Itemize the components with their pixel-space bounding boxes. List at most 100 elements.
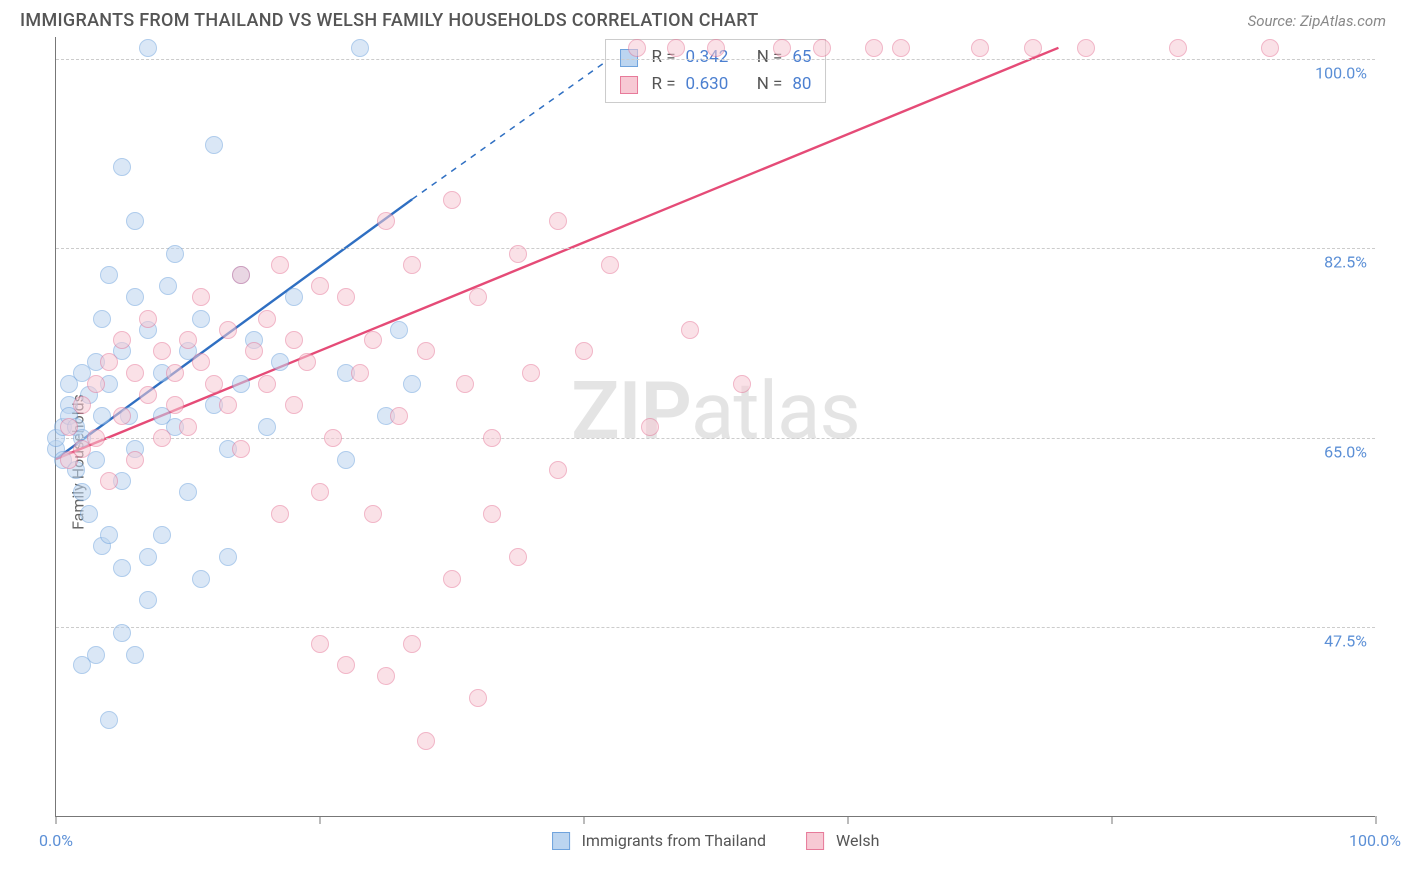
legend-item: Immigrants from Thailand	[552, 831, 766, 850]
scatter-point-thailand	[166, 245, 184, 263]
scatter-point-thailand	[100, 266, 118, 284]
scatter-point-welsh	[192, 288, 210, 306]
scatter-point-welsh	[733, 375, 751, 393]
scatter-point-welsh	[403, 635, 421, 653]
scatter-point-welsh	[892, 39, 910, 57]
scatter-point-welsh	[113, 407, 131, 425]
gridline	[56, 438, 1375, 439]
scatter-point-welsh	[271, 256, 289, 274]
scatter-point-welsh	[166, 396, 184, 414]
scatter-point-welsh	[417, 342, 435, 360]
scatter-point-welsh	[971, 39, 989, 57]
scatter-point-welsh	[219, 396, 237, 414]
scatter-point-thailand	[113, 158, 131, 176]
scatter-point-welsh	[509, 245, 527, 263]
y-tick-label: 47.5%	[1324, 632, 1367, 651]
scatter-point-welsh	[232, 266, 250, 284]
scatter-point-welsh	[258, 375, 276, 393]
swatch-welsh	[620, 76, 638, 94]
trend-lines	[56, 37, 1375, 816]
watermark-bold: ZIP	[571, 364, 691, 458]
x-tick	[320, 816, 321, 824]
scatter-point-welsh	[377, 212, 395, 230]
scatter-point-thailand	[87, 646, 105, 664]
scatter-point-welsh	[1261, 39, 1279, 57]
scatter-point-welsh	[179, 418, 197, 436]
scatter-point-welsh	[364, 331, 382, 349]
stats-row-welsh: R = 0.630 N = 80	[620, 71, 812, 98]
scatter-point-welsh	[179, 331, 197, 349]
scatter-point-welsh	[1169, 39, 1187, 57]
scatter-point-welsh	[73, 396, 91, 414]
scatter-point-welsh	[1024, 39, 1042, 57]
chart-title: IMMIGRANTS FROM THAILAND VS WELSH FAMILY…	[20, 10, 759, 31]
scatter-point-thailand	[100, 526, 118, 544]
scatter-point-thailand	[126, 288, 144, 306]
scatter-point-welsh	[417, 732, 435, 750]
scatter-point-welsh	[100, 353, 118, 371]
scatter-point-welsh	[601, 256, 619, 274]
scatter-point-welsh	[681, 321, 699, 339]
gridline	[56, 248, 1375, 249]
scatter-point-welsh	[813, 39, 831, 57]
x-tick	[848, 816, 849, 824]
source-label: Source: ZipAtlas.com	[1248, 12, 1386, 30]
trendline-dashed-thailand	[412, 59, 610, 200]
scatter-point-welsh	[351, 364, 369, 382]
x-tick	[1112, 816, 1113, 824]
x-tick	[584, 816, 585, 824]
scatter-point-welsh	[707, 39, 725, 57]
scatter-point-thailand	[271, 353, 289, 371]
scatter-point-welsh	[285, 331, 303, 349]
scatter-point-thailand	[113, 624, 131, 642]
plot-area: ZIPatlas R = 0.342 N = 65R = 0.630 N = 8…	[55, 37, 1375, 817]
scatter-point-welsh	[139, 310, 157, 328]
scatter-point-thailand	[139, 548, 157, 566]
scatter-point-welsh	[232, 440, 250, 458]
chart-container: Family Households ZIPatlas R = 0.342 N =…	[0, 37, 1406, 887]
watermark: ZIPatlas	[571, 364, 860, 458]
y-tick-label: 82.5%	[1324, 253, 1367, 272]
stat-n-label: N =	[757, 71, 783, 98]
stat-r-label: R =	[652, 71, 676, 98]
x-tick	[1376, 816, 1377, 824]
legend-bottom: Immigrants from ThailandWelsh	[552, 831, 880, 850]
scatter-point-welsh	[87, 375, 105, 393]
scatter-point-thailand	[285, 288, 303, 306]
gridline	[56, 627, 1375, 628]
scatter-point-welsh	[192, 353, 210, 371]
scatter-point-welsh	[377, 667, 395, 685]
scatter-point-thailand	[126, 212, 144, 230]
scatter-point-welsh	[285, 396, 303, 414]
scatter-point-thailand	[153, 526, 171, 544]
stat-r-value: 0.630	[686, 71, 729, 98]
scatter-point-welsh	[258, 310, 276, 328]
scatter-point-thailand	[139, 39, 157, 57]
scatter-point-welsh	[205, 375, 223, 393]
scatter-point-welsh	[456, 375, 474, 393]
scatter-point-thailand	[159, 277, 177, 295]
scatter-point-welsh	[311, 277, 329, 295]
scatter-point-welsh	[443, 191, 461, 209]
scatter-point-welsh	[113, 331, 131, 349]
scatter-point-welsh	[100, 472, 118, 490]
x-tick	[56, 816, 57, 824]
watermark-light: atlas	[691, 364, 860, 458]
scatter-point-welsh	[87, 429, 105, 447]
scatter-point-welsh	[509, 548, 527, 566]
scatter-point-welsh	[549, 461, 567, 479]
scatter-point-welsh	[166, 364, 184, 382]
scatter-point-welsh	[773, 39, 791, 57]
scatter-point-thailand	[258, 418, 276, 436]
scatter-point-welsh	[126, 451, 144, 469]
scatter-point-thailand	[80, 505, 98, 523]
scatter-point-thailand	[403, 375, 421, 393]
scatter-point-welsh	[483, 505, 501, 523]
y-tick-label: 65.0%	[1324, 442, 1367, 461]
scatter-point-welsh	[469, 288, 487, 306]
scatter-point-welsh	[628, 39, 646, 57]
scatter-point-thailand	[126, 646, 144, 664]
scatter-point-welsh	[575, 342, 593, 360]
scatter-point-welsh	[298, 353, 316, 371]
scatter-point-thailand	[73, 483, 91, 501]
